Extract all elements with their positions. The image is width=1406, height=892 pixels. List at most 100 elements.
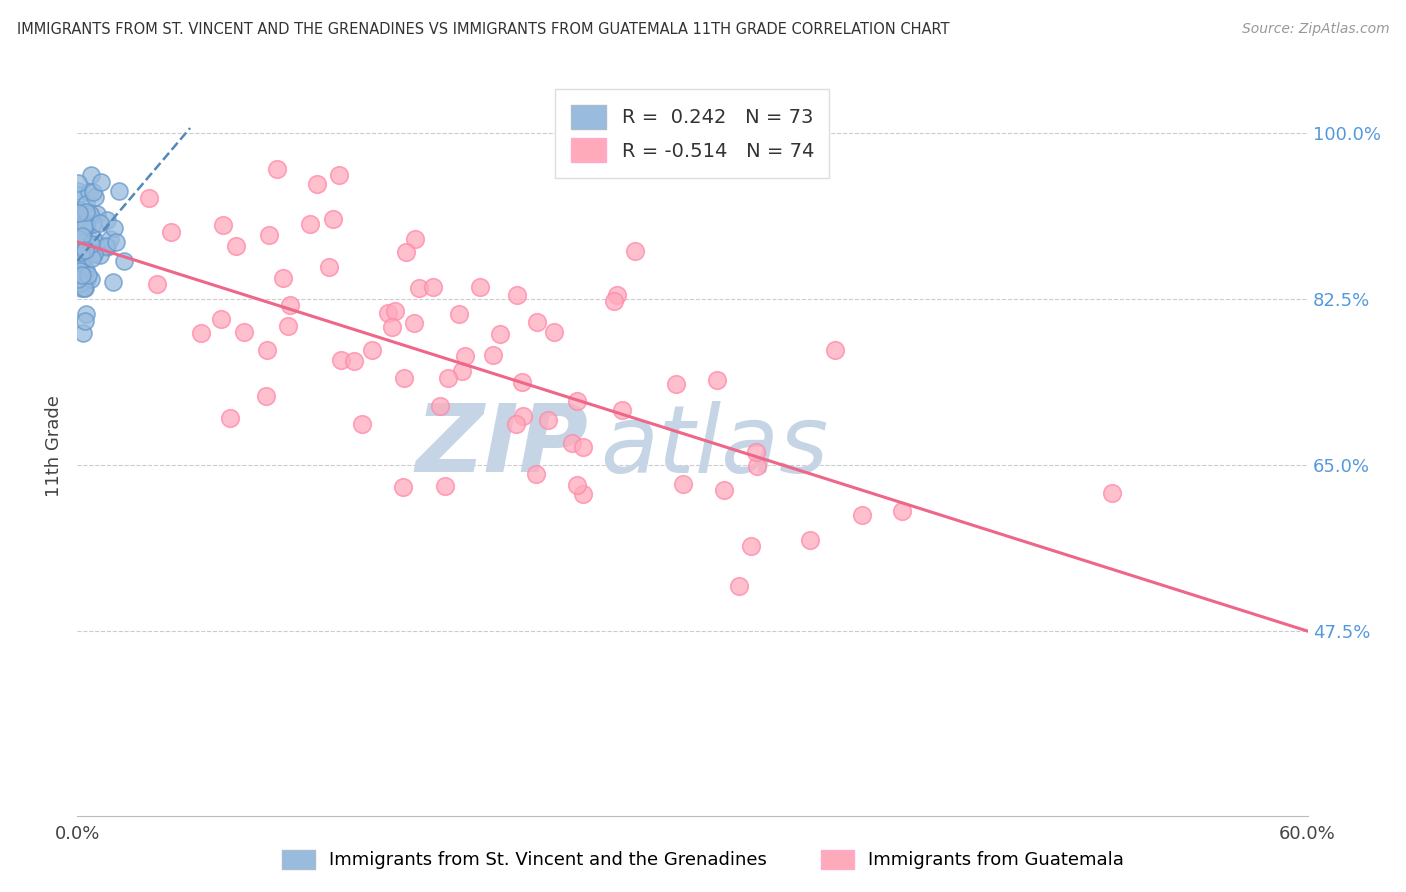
Text: IMMIGRANTS FROM ST. VINCENT AND THE GRENADINES VS IMMIGRANTS FROM GUATEMALA 11TH: IMMIGRANTS FROM ST. VINCENT AND THE GREN… <box>17 22 949 37</box>
Point <box>377 306 399 320</box>
Point <box>392 480 415 494</box>
Point <box>76 205 98 219</box>
Point <box>72 252 94 266</box>
Text: atlas: atlas <box>600 401 828 491</box>
Point <box>80 237 103 252</box>
Point <box>256 343 278 357</box>
Point <box>73 246 96 260</box>
Point <box>257 227 280 242</box>
Point <box>75 281 97 295</box>
Point <box>482 348 505 362</box>
Point <box>225 239 247 253</box>
Point <box>112 254 135 268</box>
Point <box>96 240 118 254</box>
Point <box>209 312 232 326</box>
Point <box>67 232 90 246</box>
Point <box>70 224 93 238</box>
Point <box>73 235 96 249</box>
Point <box>69 211 91 226</box>
Point <box>160 225 183 239</box>
Point <box>75 306 97 320</box>
Point <box>72 227 94 241</box>
Point <box>450 364 472 378</box>
Point <box>572 440 595 454</box>
Point <box>107 184 129 198</box>
Point <box>728 579 751 593</box>
Point <box>77 268 100 283</box>
Point <box>422 280 444 294</box>
Point <box>75 197 97 211</box>
Point <box>73 244 96 259</box>
Point <box>77 185 100 199</box>
Point <box>89 216 111 230</box>
Point <box>76 219 98 233</box>
Point <box>212 218 235 232</box>
Point <box>572 487 595 501</box>
Point <box>395 244 418 259</box>
Point <box>75 216 97 230</box>
Legend: Immigrants from St. Vincent and the Grenadines, Immigrants from Guatemala: Immigrants from St. Vincent and the Gren… <box>273 841 1133 879</box>
Point <box>69 244 91 259</box>
Point <box>86 206 108 220</box>
Point <box>66 272 89 286</box>
Point <box>672 477 695 491</box>
Point <box>70 228 93 243</box>
Point <box>90 175 112 189</box>
Point <box>73 215 96 229</box>
Point <box>69 203 91 218</box>
Point <box>408 281 430 295</box>
Point <box>75 218 97 232</box>
Point <box>524 467 547 481</box>
Point <box>69 264 91 278</box>
Point <box>233 325 256 339</box>
Point <box>799 533 821 547</box>
Point <box>384 304 406 318</box>
Point <box>505 417 527 432</box>
Point <box>84 190 107 204</box>
Point <box>75 243 97 257</box>
Point <box>70 281 93 295</box>
Point <box>146 277 169 292</box>
Point <box>67 184 90 198</box>
Point <box>80 251 103 265</box>
Point <box>429 400 451 414</box>
Point <box>271 271 294 285</box>
Point <box>343 354 366 368</box>
Point <box>330 353 353 368</box>
Text: Source: ZipAtlas.com: Source: ZipAtlas.com <box>1241 22 1389 37</box>
Point <box>67 256 90 270</box>
Point <box>218 410 240 425</box>
Point <box>103 221 125 235</box>
Point <box>328 168 350 182</box>
Point <box>747 459 769 474</box>
Point <box>392 371 415 385</box>
Point <box>664 376 686 391</box>
Point <box>190 326 212 340</box>
Point <box>510 375 533 389</box>
Point <box>79 272 101 286</box>
Point <box>543 325 565 339</box>
Point <box>72 234 94 248</box>
Point <box>891 503 914 517</box>
Point <box>96 213 118 227</box>
Point <box>76 272 98 286</box>
Point <box>567 394 589 409</box>
Point <box>266 162 288 177</box>
Point <box>83 247 105 261</box>
Point <box>75 314 97 328</box>
Point <box>70 226 93 240</box>
Point <box>512 409 534 423</box>
Point <box>138 191 160 205</box>
Point <box>402 316 425 330</box>
Point <box>706 373 728 387</box>
Point <box>624 244 647 259</box>
Point <box>73 281 96 295</box>
Point <box>740 539 762 553</box>
Point <box>72 273 94 287</box>
Point <box>526 315 548 329</box>
Point <box>76 210 98 224</box>
Point <box>254 389 277 403</box>
Point <box>73 219 96 234</box>
Point <box>603 294 626 309</box>
Point <box>66 219 89 233</box>
